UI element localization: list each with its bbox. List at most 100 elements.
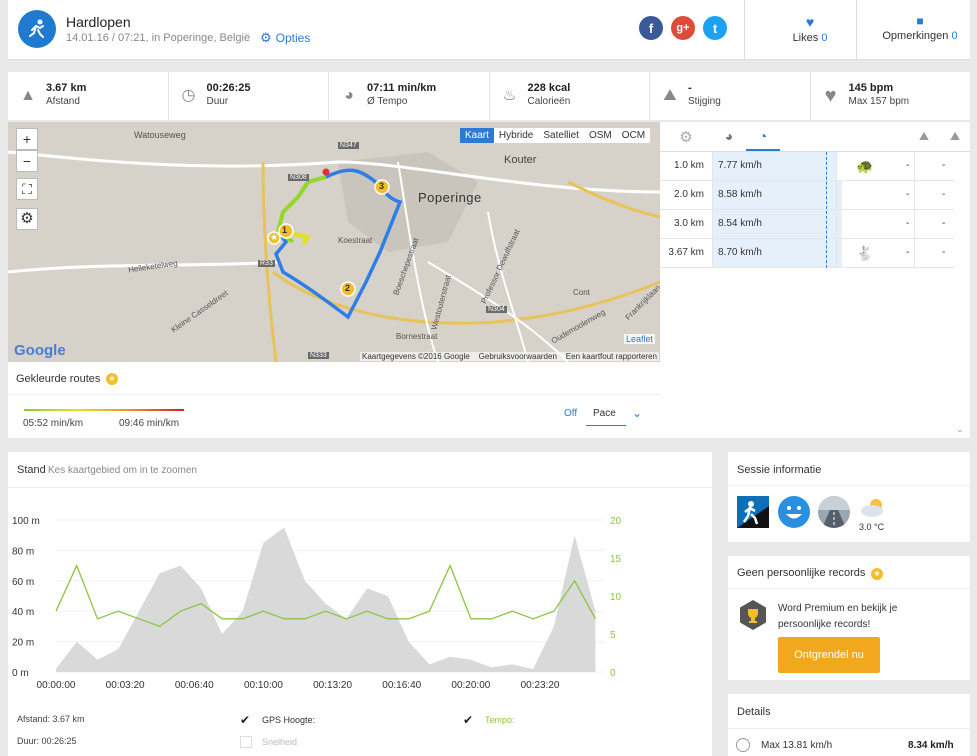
- y-right-tick: 15: [610, 554, 622, 565]
- map-label: Koestraat: [338, 236, 373, 245]
- googleplus-share-button[interactable]: g+: [671, 16, 695, 40]
- map-attribution[interactable]: Kaartgegevens ©2016 Google Gebruiksvoorw…: [360, 352, 659, 361]
- comment-icon: ■: [916, 14, 924, 28]
- fullscreen-icon: ⛶: [22, 181, 32, 197]
- split-marker-1[interactable]: 1: [282, 225, 288, 235]
- flame-icon: ♨: [502, 87, 517, 104]
- stat-pace: ◕ 07:11 min/km Ø Tempo: [329, 72, 490, 120]
- stat-value: 00:26:25: [206, 82, 251, 94]
- route-color-off[interactable]: Off: [564, 408, 578, 419]
- pace-gradient-bar: [24, 409, 184, 411]
- divider: [728, 728, 970, 729]
- comments-button[interactable]: ■ Opmerkingen 0: [870, 14, 970, 42]
- layer-tab-kaart[interactable]: Kaart: [460, 128, 494, 143]
- zoom-in-button[interactable]: +: [16, 128, 38, 150]
- personal-records-panel: Geen persoonlijke records ★ Word Premium…: [728, 556, 970, 680]
- map-label-city: Poperinge: [418, 190, 482, 205]
- facebook-share-button[interactable]: f: [639, 16, 663, 40]
- stat-label: Afstand: [46, 96, 80, 107]
- tempo-label: Tempo:: [485, 715, 515, 725]
- colored-routes-panel: Gekleurde routes ★ 05:52 min/km 09:46 mi…: [8, 362, 660, 438]
- likes-label: Likes: [792, 32, 819, 44]
- layer-tab-ocm[interactable]: OCM: [621, 130, 646, 141]
- x-tick: 00:00:00: [37, 680, 76, 691]
- leaflet-link[interactable]: Leaflet: [624, 334, 656, 344]
- map-label: Cont: [573, 288, 590, 297]
- twitter-share-button[interactable]: t: [703, 16, 727, 40]
- chart-title: Stand: [17, 464, 46, 476]
- gps-height-checkbox[interactable]: ✔: [240, 713, 251, 727]
- layer-tab-hybride[interactable]: Hybride: [498, 130, 534, 141]
- route-color-select[interactable]: Pace: [586, 402, 626, 426]
- likes-count: 0: [821, 32, 828, 44]
- activity-header: Hardlopen 14.01.16 / 07:21, in Poperinge…: [8, 0, 970, 60]
- road-badge: N347: [338, 142, 359, 149]
- map-settings-button[interactable]: ⚙: [16, 208, 38, 230]
- gps-height-label: GPS Hoogte:: [262, 715, 316, 725]
- divider: [744, 0, 745, 60]
- elevation-chart-panel: Stand Kes kaartgebied om in te zoomen 10…: [8, 452, 712, 756]
- split-speed: 8.70 km/h: [718, 247, 762, 258]
- stat-value: 145 bpm: [848, 82, 894, 94]
- split-row: 2.0 km 8.58 km/h - -: [660, 181, 954, 210]
- split-marker-3[interactable]: 3: [379, 181, 385, 191]
- gear-icon[interactable]: ⚙: [679, 129, 693, 146]
- splits-panel: ⚙ ◕ ◔ ⛰ ⛰ 1.0 km 7.77 km/h 🐢 - - 2.0 km 8.58 k…: [660, 122, 970, 438]
- route-map[interactable]: 1 2 3 ★ Watouseweg Poperinge Kouter Koes…: [8, 122, 660, 362]
- split-marker-2[interactable]: 2: [345, 283, 351, 293]
- x-tick: 00:13:20: [313, 680, 352, 691]
- y-left-tick: 80 m: [12, 546, 34, 557]
- mood-smiley-icon: [778, 496, 810, 528]
- split-ascent: -: [906, 160, 910, 171]
- tempo-checkbox[interactable]: ✔: [463, 713, 474, 727]
- heart-icon: ♥: [805, 14, 815, 30]
- stat-label: Duur: [206, 96, 229, 107]
- stat-value: 228 kcal: [527, 82, 571, 94]
- split-bar: [712, 239, 842, 267]
- stats-bar: ▲ 3.67 km Afstand ◷ 00:26:25 Duur ◕ 07:1…: [8, 72, 970, 120]
- speed-checkbox[interactable]: [240, 736, 252, 748]
- y-right-tick: 5: [610, 630, 616, 641]
- comments-label: Opmerkingen: [882, 30, 949, 42]
- rabbit-icon: 🐇: [856, 245, 874, 261]
- details-title: Details: [737, 706, 771, 718]
- comments-count: 0: [951, 30, 958, 42]
- elevation-chart[interactable]: 100 m 80 m 60 m 40 m 20 m 0 m 20 15 10 5 0 00:00:00…: [8, 492, 712, 702]
- layer-tab-osm[interactable]: OSM: [588, 130, 612, 141]
- options-button[interactable]: ⚙ Opties: [260, 30, 310, 46]
- road-badge: N308: [288, 174, 309, 181]
- gear-icon: ⚙: [260, 30, 272, 45]
- map-label: Kouter: [504, 154, 537, 166]
- zoom-out-button[interactable]: −: [16, 150, 38, 172]
- scroll-down-icon[interactable]: ⌄: [956, 424, 964, 434]
- pace-tab-icon[interactable]: ◕: [724, 128, 734, 144]
- descent-icon[interactable]: ⛰: [949, 129, 961, 143]
- x-tick: 00:16:40: [382, 680, 421, 691]
- split-ascent: -: [906, 189, 910, 200]
- details-avg-speed: 8.34 km/h: [908, 740, 954, 751]
- stat-elevation: ⛰ - Stijging: [650, 72, 811, 120]
- y-right-tick: 0: [610, 668, 616, 679]
- surface-road-icon: [818, 496, 850, 528]
- ascent-icon[interactable]: ⛰: [918, 129, 930, 143]
- google-logo: Google: [14, 342, 66, 359]
- stat-distance: ▲ 3.67 km Afstand: [8, 72, 169, 120]
- x-tick: 00:03:20: [106, 680, 145, 691]
- split-speed: 8.54 km/h: [718, 218, 762, 229]
- chart-duration: Duur: 00:26:25: [17, 736, 77, 746]
- activity-title: Hardlopen: [66, 14, 131, 30]
- temperature: 3.0 °C: [859, 522, 885, 532]
- split-row: 3.0 km 8.54 km/h - -: [660, 210, 954, 239]
- speed-tab-icon[interactable]: ◔: [746, 122, 780, 151]
- likes-button[interactable]: ♥ Likes 0: [778, 14, 842, 44]
- divider: [914, 239, 915, 267]
- divider: [914, 181, 915, 209]
- split-row: 1.0 km 7.77 km/h 🐢 - -: [660, 152, 954, 181]
- fullscreen-button[interactable]: ⛶: [16, 178, 38, 200]
- session-title: Sessie informatie: [737, 464, 822, 476]
- split-descent: -: [942, 189, 946, 200]
- chevron-down-icon[interactable]: ⌄: [632, 406, 643, 420]
- running-icon: [18, 10, 56, 48]
- layer-tab-satelliet[interactable]: Satelliet: [543, 130, 579, 141]
- unlock-now-button[interactable]: Ontgrendel nu: [778, 637, 880, 673]
